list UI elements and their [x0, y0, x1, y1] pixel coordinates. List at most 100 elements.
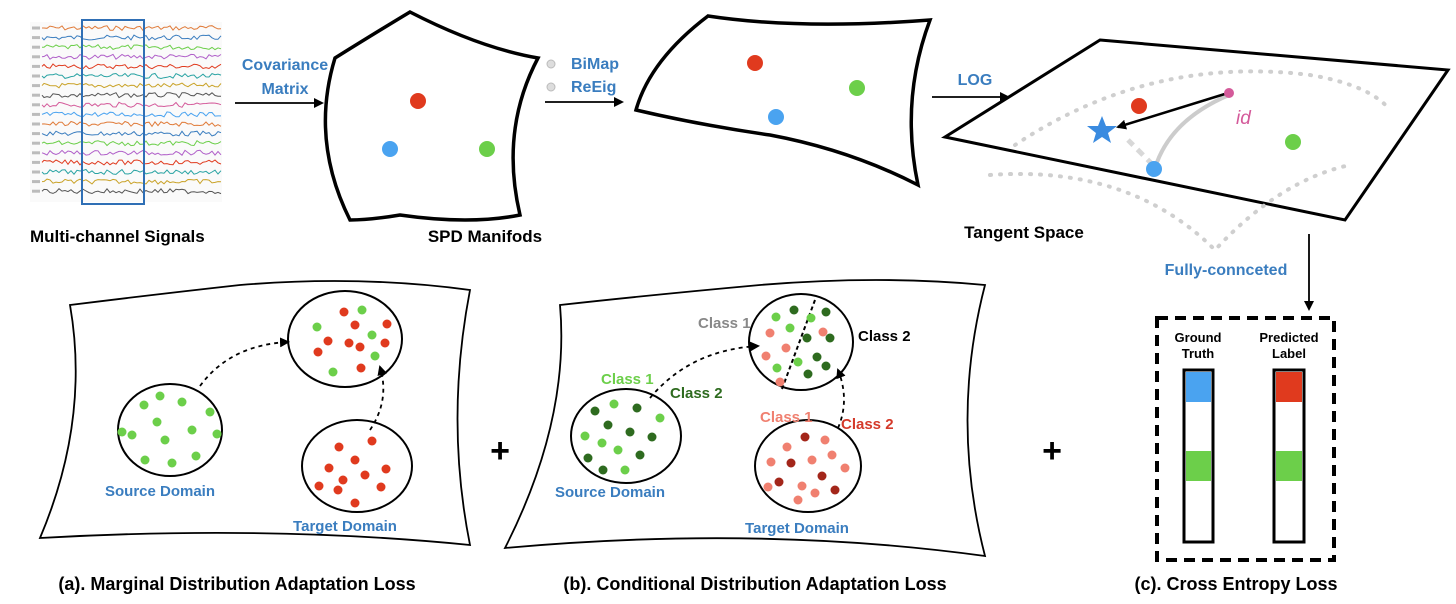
panel-a: Source Domain Target Domain: [38, 280, 472, 547]
panel-b-point: [775, 377, 785, 387]
panel-a-point: [117, 427, 127, 437]
panel-b-point: [590, 406, 600, 416]
channel-label-mark: [32, 160, 40, 164]
signal-trace: [41, 101, 222, 108]
panel-b-manifold: [503, 279, 987, 558]
panel-b-point: [635, 450, 645, 460]
signal-trace: [41, 111, 221, 118]
panel-a-point: [155, 391, 165, 401]
signals-panel: [30, 19, 222, 205]
tangent-space: id: [941, 38, 1451, 253]
spd-green-point: [479, 141, 495, 157]
panel-b-point: [817, 471, 827, 481]
panel-b-point: [789, 305, 799, 315]
signal-trace: [41, 53, 222, 60]
panel-a-point: [350, 498, 360, 508]
channel-label-mark: [32, 132, 40, 136]
predicted-label-line1: Predicted: [1259, 330, 1318, 345]
channel-label-mark: [32, 36, 40, 40]
predicted-red-cell: [1276, 372, 1302, 402]
reduced-manifold-surface: [633, 14, 933, 189]
reduced-red-point: [747, 55, 763, 71]
panel-b-point: [647, 432, 657, 442]
panel-a-point: [187, 425, 197, 435]
panel-a-target-arrow: [369, 365, 388, 431]
panel-a-point: [160, 435, 170, 445]
channel-label-mark: [32, 64, 40, 68]
panel-b-point: [772, 363, 782, 373]
panel-a-point: [323, 336, 333, 346]
panel-a-point: [127, 430, 137, 440]
panel-b-merged-class1-label: Class 1: [698, 315, 751, 332]
panel-b-points: [580, 305, 850, 505]
panel-b-point: [583, 453, 593, 463]
projected-star-icon: [1087, 116, 1117, 143]
panel-b-source-class1-label: Class 1: [601, 371, 654, 388]
panel-b-point: [598, 465, 608, 475]
tangent-green-point: [1285, 134, 1301, 150]
panel-a-point: [324, 463, 334, 473]
panel-b-point: [812, 352, 822, 362]
panel-a-point: [334, 442, 344, 452]
spd-blue-point: [382, 141, 398, 157]
plus-sign-2: +: [1042, 432, 1062, 470]
signal-trace: [41, 92, 221, 99]
panel-b-merged-cluster: [748, 293, 854, 391]
panel-b-point: [625, 427, 635, 437]
matrix-label: Matrix: [261, 81, 308, 98]
signal-trace: [41, 149, 222, 156]
panel-b-point: [840, 463, 850, 473]
channel-label-mark: [32, 93, 40, 97]
panel-b-point: [763, 482, 773, 492]
channel-label-mark: [32, 180, 40, 184]
panel-a-point: [177, 397, 187, 407]
panel-b-target-label: Target Domain: [745, 520, 849, 537]
panel-b-point: [609, 399, 619, 409]
tangent-caption: Tangent Space: [964, 223, 1084, 242]
panel-a-point: [360, 470, 370, 480]
panel-a-point: [338, 475, 348, 485]
panel-a-point: [191, 451, 201, 461]
panel-b-source-class2-label: Class 2: [670, 385, 723, 402]
channel-label-mark: [32, 74, 40, 78]
spd-manifold: [323, 9, 541, 222]
panel-b-point: [771, 312, 781, 322]
panel-a-point: [314, 481, 324, 491]
channel-label-mark: [32, 170, 40, 174]
log-label: LOG: [958, 72, 993, 89]
tangent-plane: [941, 38, 1451, 222]
panel-a-point: [312, 322, 322, 332]
spd-manifold-reduced: [633, 14, 933, 189]
channel-label-mark: [32, 103, 40, 107]
panel-a-point: [376, 482, 386, 492]
panel-a-point: [339, 307, 349, 317]
panel-a-point: [370, 351, 380, 361]
ground-truth-label-line2: Truth: [1182, 346, 1215, 361]
panel-c-dashed-box: [1155, 316, 1336, 562]
panel-a-point: [381, 464, 391, 474]
panel-a-source-label: Source Domain: [105, 483, 215, 500]
panel-a-point: [313, 347, 323, 357]
panel-b-point: [785, 323, 795, 333]
panel-b-point: [797, 481, 807, 491]
panel-b-point: [597, 438, 607, 448]
reduced-blue-point: [768, 109, 784, 125]
predicted-green-cell: [1276, 451, 1302, 481]
tangent-blue-point: [1146, 161, 1162, 177]
panel-a-point: [380, 338, 390, 348]
panel-b-point: [655, 413, 665, 423]
panel-b-point: [810, 488, 820, 498]
panel-b-point: [603, 420, 613, 430]
panel-b-point: [781, 343, 791, 353]
channel-label-mark: [32, 151, 40, 155]
channel-label-mark: [32, 45, 40, 49]
signal-trace: [41, 63, 222, 70]
channel-label-mark: [32, 84, 40, 88]
signal-traces: [32, 25, 222, 195]
panel-a-point: [344, 338, 354, 348]
panel-a-point: [355, 342, 365, 352]
reduced-green-point: [849, 80, 865, 96]
panel-b: Class 1 Class 2 Class 1 Class 2 Class 1 …: [503, 279, 987, 558]
tangent-red-point: [1131, 98, 1147, 114]
reeig-label: ReEig: [571, 79, 616, 96]
